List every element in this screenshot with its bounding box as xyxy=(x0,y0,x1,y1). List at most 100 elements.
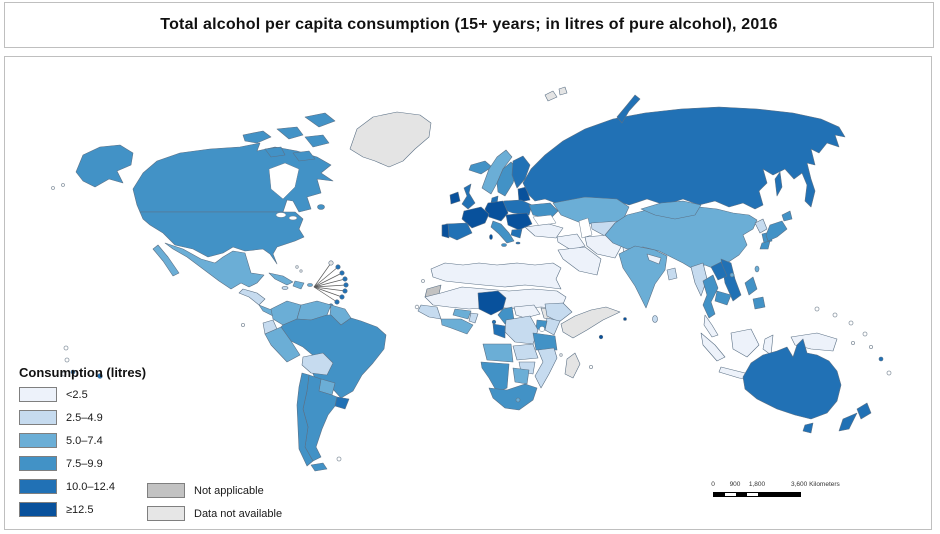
legend-row: 10.0–12.4 xyxy=(19,479,349,494)
region-samoa xyxy=(70,369,76,375)
region-namibia xyxy=(480,361,510,393)
region-chile xyxy=(296,372,314,467)
region-france xyxy=(461,206,490,229)
region-united-kingdom xyxy=(461,183,476,210)
legend-label: 10.0–12.4 xyxy=(66,480,115,493)
scale-segment xyxy=(714,493,725,496)
pacific-island-icon xyxy=(832,312,838,318)
legend-swatch-not-applicable xyxy=(147,483,185,498)
region-puerto-rico xyxy=(307,283,313,287)
region-sakhalin xyxy=(774,171,783,197)
bahamas-icon xyxy=(295,265,299,269)
region-jamaica xyxy=(281,286,289,290)
region-lesser-antilles xyxy=(339,270,345,276)
legend-swatch-data-not-available xyxy=(147,506,185,521)
bahamas-icon xyxy=(299,269,303,273)
great-lakes xyxy=(275,212,287,218)
cape-verde-icon xyxy=(414,304,420,310)
region-madagascar xyxy=(564,352,581,379)
region-alaska xyxy=(75,144,134,188)
region-central-europe xyxy=(484,200,509,222)
region-tasmania xyxy=(802,422,814,434)
region-spain xyxy=(445,222,473,241)
region-hainan xyxy=(729,272,735,278)
scale-tick: 1,800 xyxy=(748,481,766,488)
region-crete xyxy=(515,241,521,245)
region-lesser-antilles xyxy=(339,294,345,300)
region-sardinia xyxy=(489,234,493,240)
region-hispaniola xyxy=(292,280,305,290)
falklands-icon xyxy=(336,456,342,462)
canary-islands-icon xyxy=(421,279,425,283)
pacific-island-icon xyxy=(886,370,892,376)
region-cuba xyxy=(268,272,294,286)
region-japan xyxy=(759,210,793,250)
region-lesotho xyxy=(515,397,521,403)
region-north-korea xyxy=(754,218,768,234)
pacific-island-icon xyxy=(814,306,820,312)
region-borneo xyxy=(730,328,760,358)
region-lesser-antilles xyxy=(342,288,348,294)
region-philippines xyxy=(744,276,766,310)
scale-bar: 0 900 1,800 3,600 Kilometers xyxy=(703,481,893,505)
polynesia-icon xyxy=(64,357,70,363)
region-greenland xyxy=(349,111,432,168)
scale-bar-ticks: 0 900 1,800 3,600 Kilometers xyxy=(703,481,893,490)
south-america-group xyxy=(240,300,387,472)
region-turkey xyxy=(524,223,564,239)
legend-row: 2.5–4.9 xyxy=(19,410,349,425)
region-sulawesi xyxy=(762,334,774,356)
polynesia-icon xyxy=(63,345,69,351)
region-canadian-arctic xyxy=(242,112,336,162)
legend-label: 5.0–7.4 xyxy=(66,434,103,447)
region-portugal xyxy=(441,223,450,239)
scale-segment xyxy=(747,493,758,496)
galapagos-icon xyxy=(240,322,245,327)
region-new-zealand-south xyxy=(838,412,858,432)
region-burkina-faso xyxy=(452,308,472,320)
region-russia xyxy=(522,106,846,210)
region-lesser-antilles xyxy=(335,264,341,270)
region-greece xyxy=(510,228,523,239)
region-brazil xyxy=(280,314,387,399)
legend-label: Not applicable xyxy=(194,484,264,497)
region-taiwan xyxy=(754,265,760,273)
region-laos xyxy=(710,261,728,281)
region-myanmar xyxy=(690,262,708,297)
caspian-sea xyxy=(578,217,593,239)
legend-row: <2.5 xyxy=(19,387,349,402)
region-mongolia xyxy=(640,200,702,220)
scale-segment xyxy=(758,493,800,496)
legend-label: 2.5–4.9 xyxy=(66,411,103,424)
region-kenya xyxy=(544,317,561,336)
pacific-island-icon xyxy=(869,344,874,349)
region-senegal-guinea xyxy=(417,304,442,320)
region-lesser-antilles xyxy=(328,260,334,266)
region-india xyxy=(618,245,668,309)
region-equatorial-guinea xyxy=(491,319,497,325)
legend-label: Data not available xyxy=(194,507,283,520)
comoros-icon xyxy=(559,353,563,357)
asia-group xyxy=(522,94,846,382)
scale-bar-segments xyxy=(713,492,801,497)
region-sicily xyxy=(501,243,507,247)
aleutian-island-icon xyxy=(61,183,65,187)
region-tonga xyxy=(97,373,103,379)
scale-tick: 900 xyxy=(729,481,741,488)
region-svalbard xyxy=(544,86,568,102)
caribbean-leader-lines xyxy=(313,260,349,309)
region-angola xyxy=(482,343,514,363)
scale-segment xyxy=(725,493,736,496)
region-ethiopia xyxy=(544,302,573,323)
region-sri-lanka xyxy=(652,315,658,323)
world-map xyxy=(51,86,892,472)
region-maldives xyxy=(623,317,627,321)
oceania-group xyxy=(61,306,892,434)
region-central-america-north xyxy=(238,288,266,306)
region-lesser-antilles xyxy=(342,276,348,282)
region-usa xyxy=(139,211,305,265)
region-mozambique xyxy=(534,347,558,389)
legend-row: Data not available xyxy=(147,506,282,521)
region-vietnam xyxy=(720,258,742,302)
region-zambia xyxy=(512,343,539,361)
